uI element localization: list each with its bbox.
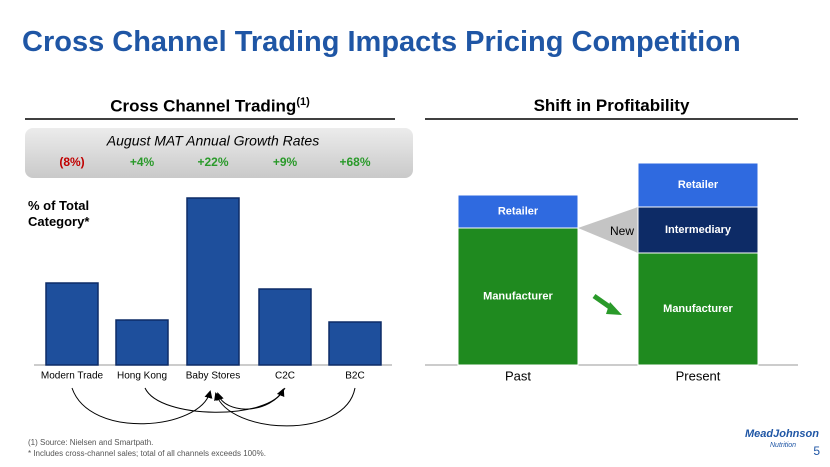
x-tick-label: C2C: [275, 371, 295, 382]
flow-arrows: [71, 387, 356, 427]
growth-label: +9%: [273, 155, 298, 169]
slide-title: Cross Channel Trading Impacts Pricing Co…: [22, 26, 741, 58]
bar-segment: [637, 162, 759, 208]
bar: [258, 288, 312, 366]
x-tick-label: Present: [676, 368, 721, 383]
segment-label: Retailer: [498, 205, 539, 217]
footnote: (1) Source: Nielsen and Smartpath.: [28, 438, 154, 447]
logo-subtext: Nutrition: [770, 442, 797, 449]
growth-title: August MAT Annual Growth Rates: [106, 133, 319, 149]
x-tick-label: Modern Trade: [41, 371, 104, 382]
segment-label: Intermediary: [665, 224, 732, 236]
bar: [186, 197, 240, 366]
growth-label: +68%: [339, 155, 370, 169]
bar-segment: [457, 194, 579, 229]
bar-segment: [637, 206, 759, 254]
segment-label: Manufacturer: [483, 290, 553, 302]
annotation: New: [610, 224, 634, 238]
x-tick-label: Past: [505, 368, 531, 383]
chart-title: Cross Channel Trading(1): [25, 96, 395, 117]
chart-title-text: Cross Channel Trading: [110, 96, 297, 116]
segment-label: Manufacturer: [663, 303, 733, 315]
growth-label: (8%): [59, 155, 84, 169]
growth-box: [25, 128, 413, 178]
bar: [328, 321, 382, 366]
bar: [45, 282, 99, 366]
bar-segment: [457, 227, 579, 366]
page-number: 5: [813, 444, 820, 458]
x-tick-label: B2C: [345, 371, 364, 382]
x-tick-label: Hong Kong: [117, 371, 167, 382]
bar-segment: [637, 252, 759, 366]
growth-label: +4%: [130, 155, 155, 169]
segment-label: Retailer: [678, 179, 719, 191]
logo-text: MeadJohnson: [745, 428, 819, 440]
chart-title: Shift in Profitability: [533, 96, 690, 115]
bar: [115, 319, 169, 366]
title-note: (1): [296, 96, 310, 108]
y-axis-label: % of Total Category*: [28, 198, 90, 229]
growth-label: +22%: [197, 155, 228, 169]
x-tick-label: Baby Stores: [186, 371, 240, 382]
new-wedge: [578, 207, 638, 253]
shift-arrow: [592, 293, 622, 315]
footnote: * Includes cross-channel sales; total of…: [28, 449, 266, 458]
